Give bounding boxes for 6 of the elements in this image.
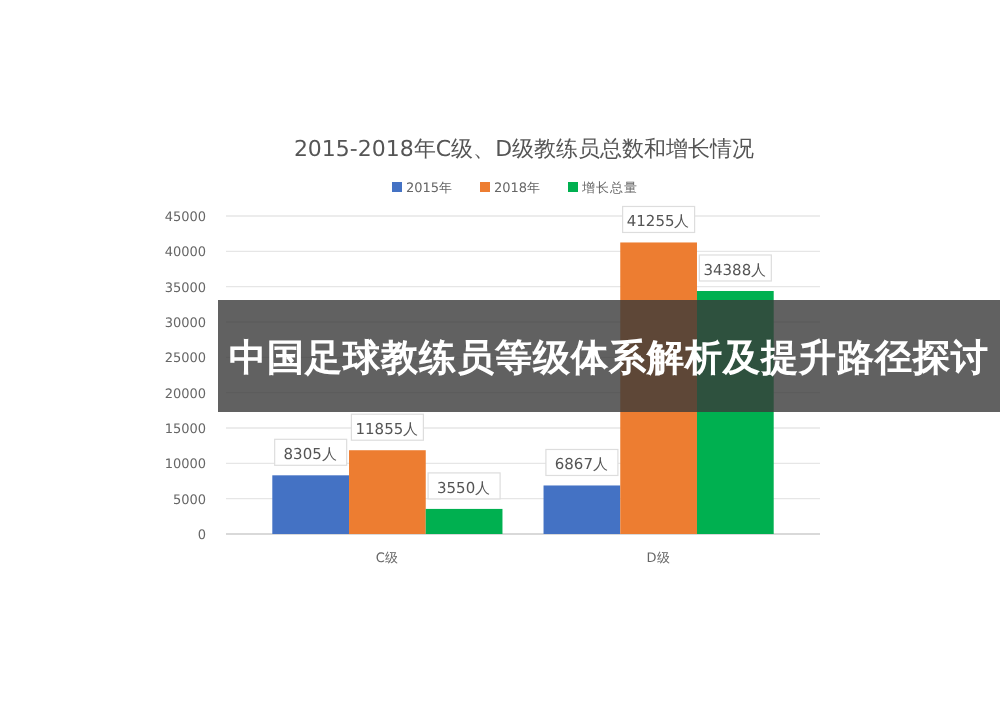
bar xyxy=(425,508,503,534)
bar xyxy=(272,475,350,534)
bar xyxy=(349,450,426,534)
chart-title: 2015-2018年C级、D级教练员总数和增长情况 xyxy=(293,136,755,162)
annotation: 中国足球教练员等级体系解析及提升路径探讨 xyxy=(229,336,989,380)
bar xyxy=(543,485,621,534)
